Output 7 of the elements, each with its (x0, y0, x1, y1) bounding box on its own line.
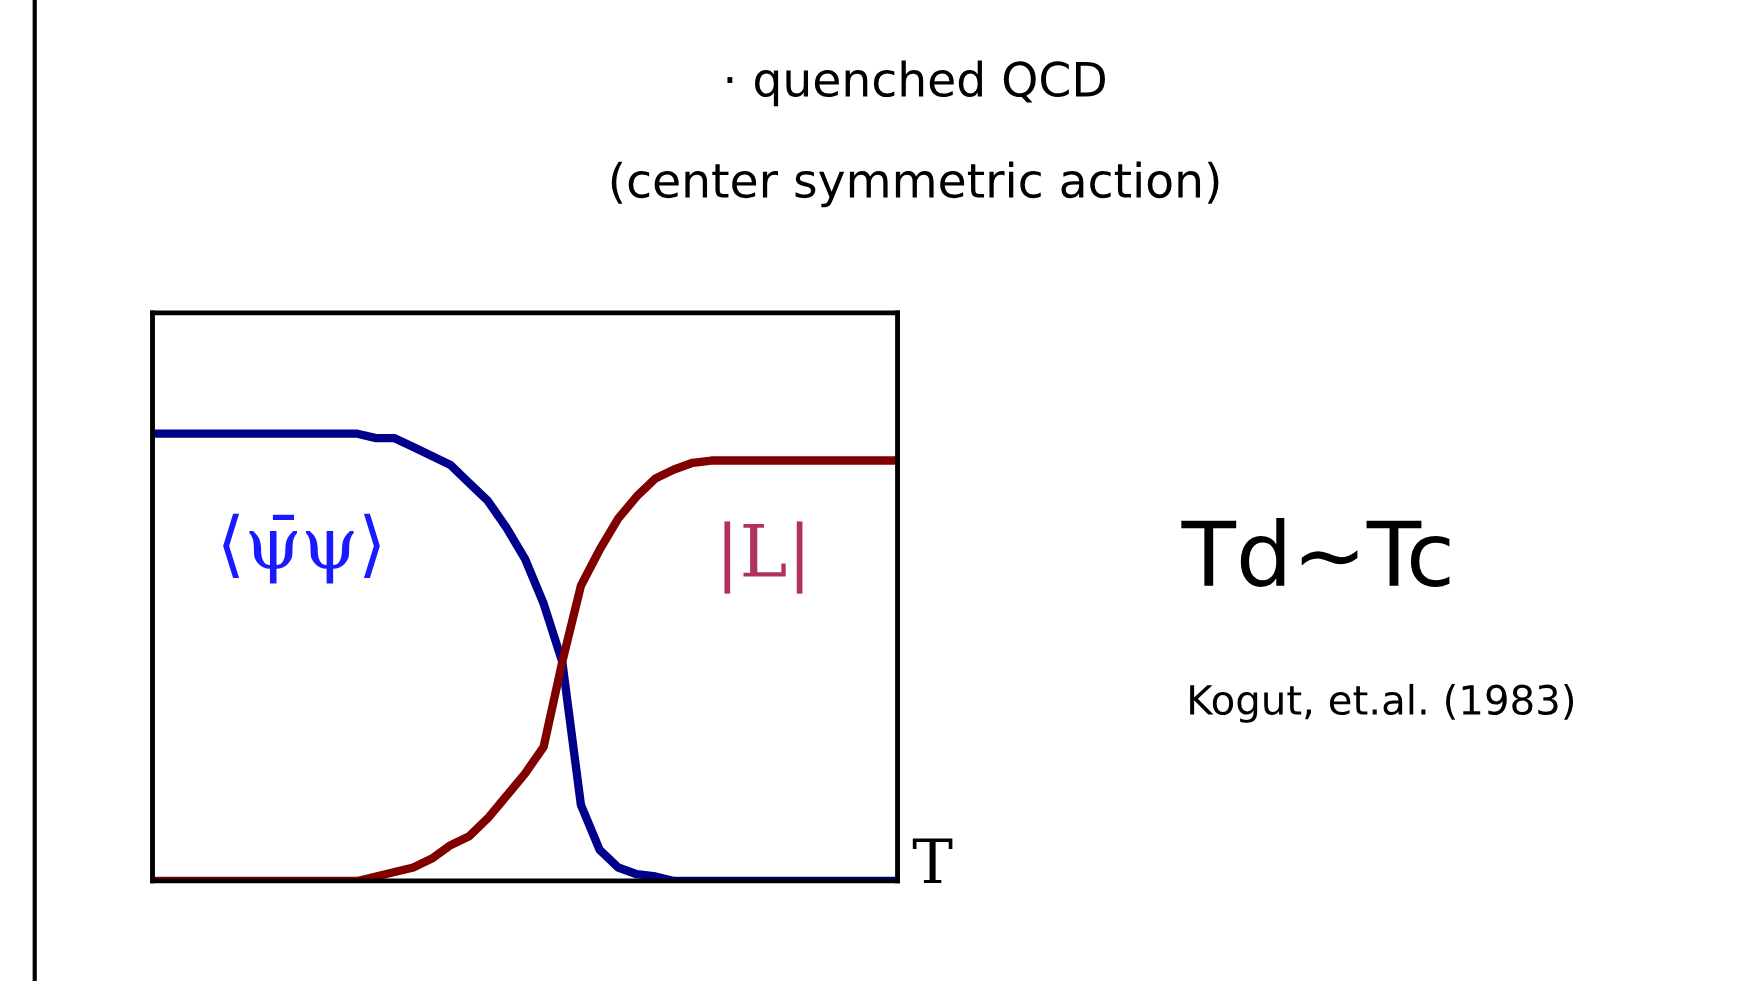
chart-subtitle: (center symmetric action) (611, 161, 1219, 208)
series-label: ⟨ψ̄ψ⟩ (223, 513, 380, 584)
text: Td~Tc (1181, 518, 1450, 587)
x-axis-title: T (912, 838, 953, 884)
text: Kogut, et.al. (1983) (1190, 683, 1574, 723)
series-label: |L| (724, 521, 803, 594)
chart-title: · quenched QCD (727, 60, 1105, 107)
